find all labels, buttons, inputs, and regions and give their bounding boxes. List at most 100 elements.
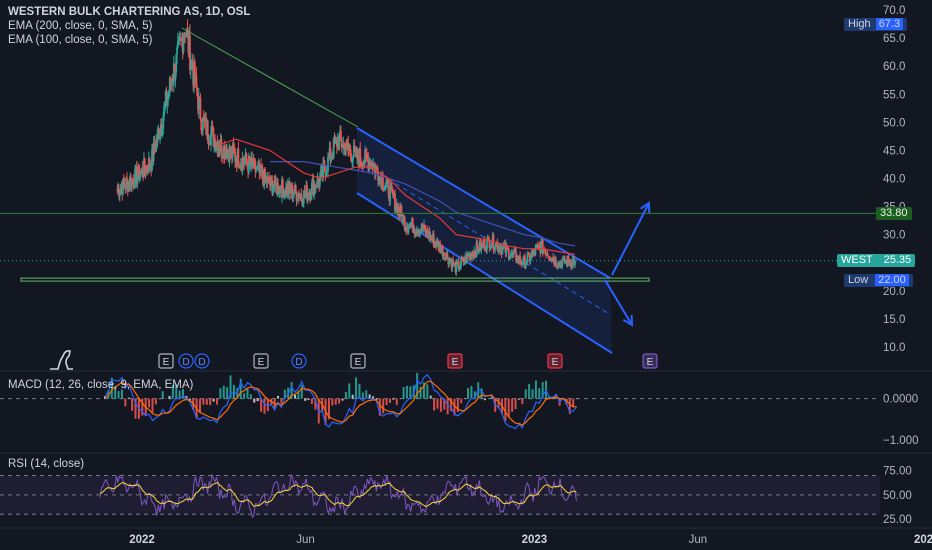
candle-body [119,188,122,194]
candle-body [173,64,176,80]
candle-body [490,245,492,248]
candle-body [177,39,180,42]
price-tick: 30.0 [883,230,905,242]
candle-body [347,143,350,149]
candle-body [477,247,480,252]
candle-body [548,256,551,259]
macd-histogram-bar [232,384,235,399]
candle-body [172,82,174,86]
candle-body [342,143,345,148]
up-arrow-head [640,201,651,214]
candle-body [202,118,205,120]
high-label: High [848,18,871,30]
candle-body [496,242,499,251]
candle-body [387,181,390,197]
candle-body [528,252,530,255]
candle-body [338,135,341,149]
candle-body [323,164,326,171]
candle-body [481,243,484,245]
candle-body [310,182,313,196]
candle-body [497,249,500,251]
candle-body [514,250,517,252]
candle-body [455,262,458,273]
candle-body [218,147,220,152]
earnings-marker [158,353,174,369]
price-tick: 65.0 [883,33,905,45]
candle-body [264,168,266,179]
candle-body [214,145,217,151]
candle-body [501,247,504,255]
candle-body [176,47,178,54]
candle-body [410,224,413,226]
macd-histogram-bar [433,398,436,411]
candle-body [389,186,392,201]
macd-histogram-bar [426,384,429,399]
candle-body [239,165,241,168]
rsi-line [99,473,577,519]
candle-body [231,144,234,158]
symbol-value: 25.35 [883,254,912,266]
macd-histogram-bar [565,398,568,405]
candle-body [300,194,303,198]
macd-histogram-bar [260,398,263,412]
candle-body [459,265,462,268]
candle-body [273,186,275,188]
macd-histogram-bar [436,398,439,409]
macd-histogram-bar [572,398,575,408]
macd-histogram-bar [283,389,286,399]
candle-body [457,261,460,270]
macd-histogram-bar [310,398,313,404]
candle-body [463,261,466,263]
candle-body [301,197,304,204]
candle-body [176,41,179,48]
macd-histogram-bar [368,394,371,399]
candle-body [466,254,469,257]
candle-body [370,161,373,166]
candle-body [304,192,307,196]
candle-body [191,60,194,70]
macd-histogram-bar [348,383,351,399]
candle-body [274,176,277,183]
event-letter: D [198,357,205,368]
candle-body [362,162,365,169]
candle-body [167,94,170,100]
candle-body [319,176,321,186]
candle-body [349,148,352,155]
macd-histogram-bar [151,398,154,413]
candle-body [323,163,325,165]
candle-body [520,262,523,265]
macd-line [104,373,578,430]
candle-body [448,258,450,264]
macd-histogram-bar [107,389,110,399]
macd-histogram-bar [514,398,517,410]
candle-body [314,184,316,189]
event-letter: D [182,357,189,368]
candle-body [398,206,400,213]
candle-body [390,185,393,190]
macd-histogram-bar [290,382,293,399]
candle-body [334,138,337,144]
candle-body [313,184,316,195]
candle-body [415,232,417,234]
candle-body [131,178,134,180]
candle-body [376,166,379,172]
candle-body [470,253,473,260]
candle-body [530,252,533,259]
event-letter: E [355,357,362,368]
candle-body [269,176,272,186]
candle-body [294,184,297,192]
macd-histogram-bar [256,398,259,402]
macd-histogram-bar [314,398,317,410]
candle-body [253,158,256,161]
rsi-pane: 75.00 50.00 25.00 [0,466,912,526]
candle-body [197,96,200,110]
candle-body [541,239,544,253]
candle-body [381,176,384,189]
candle-body [540,241,542,254]
macd-histogram-bar [365,390,368,399]
macd-histogram-bar [439,398,442,412]
low-badge: Low 22.00 [844,274,913,287]
price-tick: 15.0 [883,314,905,326]
